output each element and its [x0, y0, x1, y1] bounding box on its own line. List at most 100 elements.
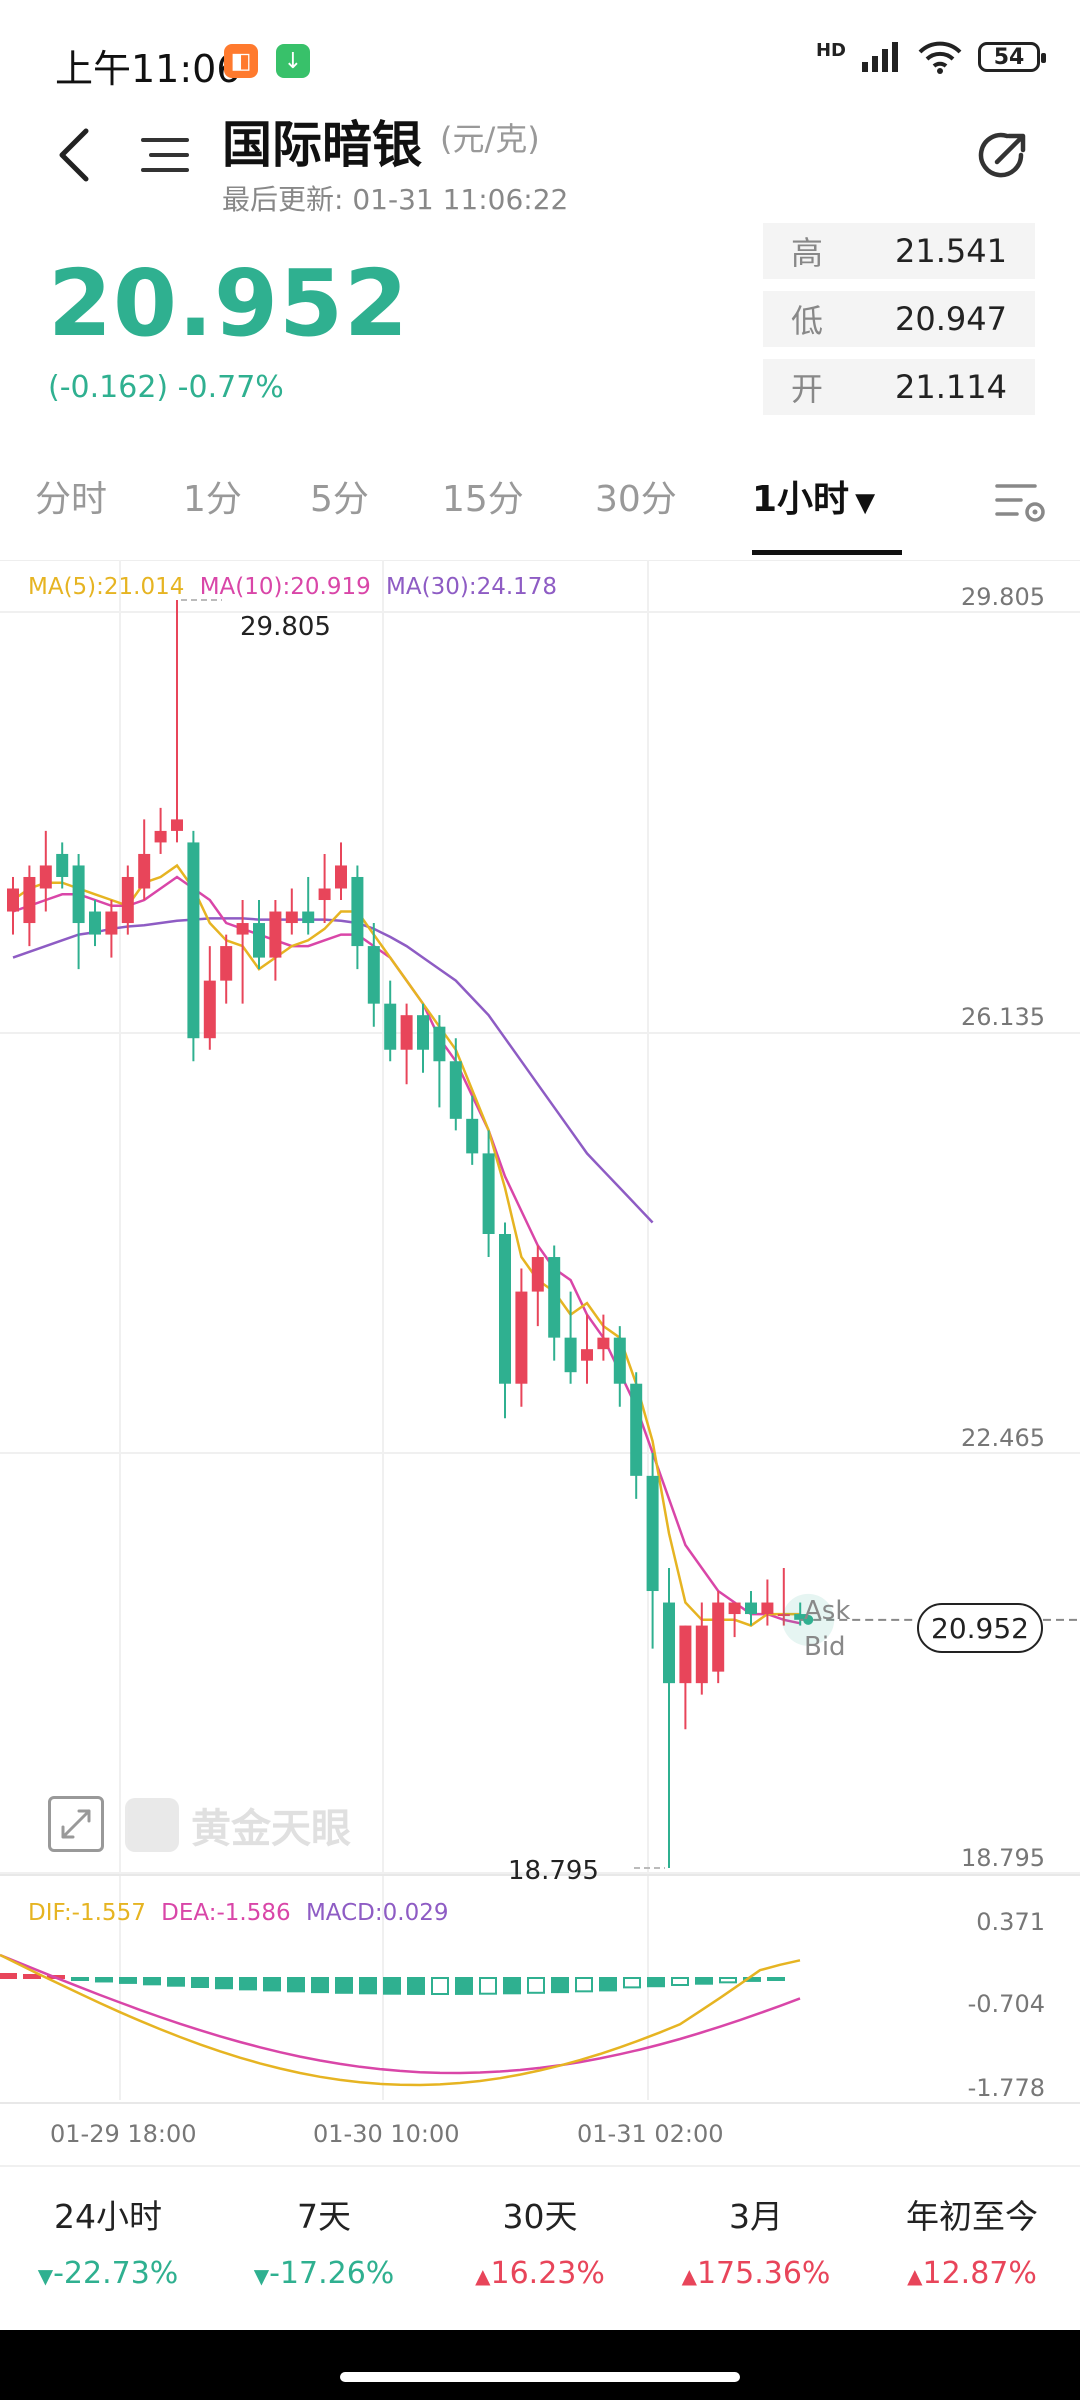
ma5-legend: MA(5):21.014: [28, 574, 185, 600]
period-change-value: -17.26%: [269, 2256, 395, 2291]
dea-legend: DEA:-1.586: [161, 1900, 291, 1926]
up-triangle-icon: ▲: [475, 2264, 491, 2288]
max-price-label: 29.805: [240, 612, 331, 642]
share-icon[interactable]: [973, 125, 1035, 187]
active-tab-indicator: [752, 550, 902, 555]
period-change-value: -22.73%: [53, 2256, 179, 2291]
candle-body: [745, 1602, 757, 1615]
macd-histogram-bar: [119, 1977, 137, 1984]
candle-body: [220, 946, 233, 981]
candle-body: [499, 1234, 511, 1384]
candle-body: [515, 1291, 528, 1384]
watermark-logo-icon: [125, 1798, 179, 1852]
current-price: 20.952: [48, 250, 410, 357]
menu-icon[interactable]: [140, 130, 190, 180]
dif-line: [0, 1953, 801, 2087]
macd-histogram-bar: [671, 1977, 689, 1986]
macd-histogram-bar: [239, 1977, 257, 1991]
current-price-tag: 20.952: [917, 1603, 1043, 1653]
open-value: 21.114: [895, 368, 1007, 406]
tab-1min[interactable]: 1分: [183, 479, 242, 520]
period-name: 3月: [729, 2197, 783, 2236]
macd-histogram-bar: [695, 1977, 713, 1985]
price-change: (-0.162) -0.77%: [48, 370, 284, 405]
macd-histogram-bar: [95, 1977, 113, 1983]
period-7d[interactable]: 7天 ▼-17.26%: [216, 2190, 432, 2291]
wifi-icon: [918, 41, 962, 74]
tab-5min[interactable]: 5分: [310, 479, 369, 520]
macd-legend: DIF:-1.557 DEA:-1.586 MACD:0.029: [28, 1900, 448, 1926]
low-label: 低: [791, 302, 824, 340]
network-type-label: HD: [815, 40, 846, 61]
candle-body: [449, 1061, 462, 1119]
candle-body: [761, 1602, 774, 1615]
period-24h[interactable]: 24小时 ▼-22.73%: [0, 2190, 216, 2291]
chart-settings-icon[interactable]: [995, 478, 1047, 526]
price-axis-tick: 29.805: [961, 583, 1045, 611]
tab-timeshare[interactable]: 分时: [35, 479, 108, 520]
back-arrow-icon[interactable]: [50, 125, 100, 185]
down-triangle-icon: ▼: [253, 2264, 270, 2288]
candle-body: [679, 1625, 692, 1684]
macd-axis-tick: -1.778: [967, 2074, 1045, 2102]
candlestick-chart[interactable]: [0, 560, 1080, 2160]
candle-body: [236, 923, 249, 935]
candle-body: [351, 876, 364, 947]
price-axis-tick: 18.795: [961, 1844, 1045, 1872]
macd-histogram-bar: [647, 1977, 665, 1988]
period-change-value: 175.36%: [696, 2256, 831, 2291]
tab-1hour[interactable]: 1小时 ▼: [752, 470, 875, 522]
time-axis-tick: 01-31 02:00: [577, 2120, 724, 2148]
candle-body: [367, 946, 380, 1004]
moving-average-lines: [12, 863, 801, 1627]
dif-legend: DIF:-1.557: [28, 1900, 146, 1926]
macd-axis-tick: 0.371: [976, 1908, 1045, 1936]
tabs-divider: [0, 560, 1080, 561]
ma5-line: [12, 863, 801, 1627]
candle-body: [121, 876, 134, 924]
high-label: 高: [791, 234, 824, 272]
period-change: ▼-22.73%: [0, 2256, 216, 2291]
macd-histogram-bar: [335, 1977, 353, 1994]
period-30d[interactable]: 30天 ▲16.23%: [432, 2190, 648, 2291]
macd-histogram-bar: [0, 1973, 17, 1979]
candle-body: [318, 888, 331, 901]
macd-histogram-bar: [287, 1977, 305, 1993]
candle-body: [335, 865, 347, 889]
macd-value-legend: MACD:0.029: [305, 1900, 449, 1926]
period-change: ▲175.36%: [648, 2256, 864, 2291]
macd-histogram-bar: [263, 1977, 281, 1992]
watermark-text: 黄金天眼: [191, 1805, 351, 1852]
candle-body: [663, 1602, 675, 1684]
candle-body: [23, 876, 36, 924]
price-axis-tick: 22.465: [961, 1424, 1045, 1452]
status-time: 上午11:06: [55, 47, 241, 91]
candle-body: [138, 853, 151, 889]
ask-label: Ask: [804, 1596, 851, 1626]
macd-histogram-bar: [359, 1977, 377, 1995]
candle-body: [630, 1383, 643, 1476]
candle-body: [285, 911, 298, 924]
tab-30min[interactable]: 30分: [595, 479, 677, 520]
price-axis-tick: 26.135: [961, 1003, 1045, 1031]
period-divider: [0, 2165, 1080, 2167]
macd-histogram-bar: [527, 1977, 545, 1994]
macd-histogram-bar: [407, 1977, 425, 1995]
candle-body: [417, 1015, 429, 1050]
period-change-value: 12.87%: [922, 2256, 1037, 2291]
tab-1hour-label: 1小时: [752, 479, 850, 520]
last-updated-label: 最后更新: 01-31 11:06:22: [222, 183, 569, 216]
period-change: ▲16.23%: [432, 2256, 648, 2291]
candle-body: [433, 1026, 446, 1062]
candle-body: [613, 1337, 626, 1384]
period-3m[interactable]: 3月 ▲175.36%: [648, 2190, 864, 2291]
expand-chart-icon[interactable]: [48, 1796, 104, 1852]
macd-histogram-bar: [23, 1974, 41, 1979]
battery-level: 54: [993, 44, 1025, 70]
tab-15min[interactable]: 15分: [442, 479, 524, 520]
candle-body: [7, 888, 19, 912]
signal-icon: [862, 42, 898, 72]
open-label: 开: [791, 370, 824, 408]
home-indicator[interactable]: [340, 2372, 740, 2382]
period-ytd[interactable]: 年初至今 ▲12.87%: [864, 2190, 1080, 2291]
